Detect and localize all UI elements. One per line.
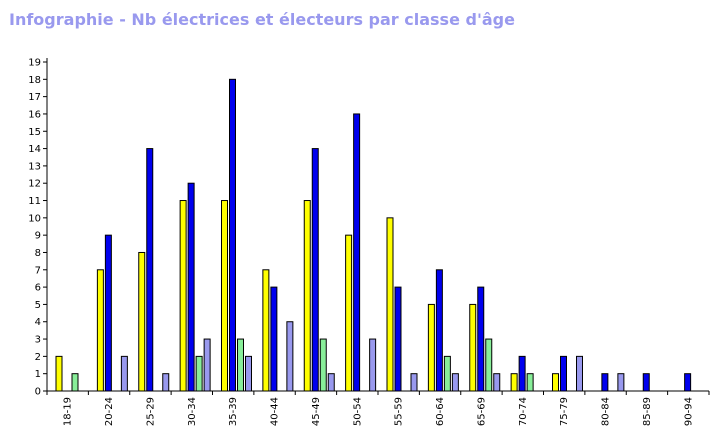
y-tick-label-5: 5 [35,300,41,311]
bar-85-89-s2 [642,373,650,392]
y-tick-label-8: 8 [35,248,41,259]
y-tick-label-1: 1 [35,369,41,380]
bars-layer [55,78,692,392]
bar-30-34-s4 [203,338,211,392]
x-tick-label-18-19: 18-19 [63,397,74,426]
bar-25-29-s2 [146,148,154,392]
x-tick-label-55-59: 55-59 [394,397,405,426]
y-tick-label-4: 4 [35,317,41,328]
bar-30-34-s2 [187,182,195,392]
bar-55-59-s2 [394,286,402,392]
bar-70-74-s3 [526,373,534,392]
bar-80-84-s4 [617,373,625,392]
bar-70-74-s2 [518,355,526,392]
y-tick-label-14: 14 [28,144,41,155]
x-tick-label-80-84: 80-84 [601,397,612,426]
bar-45-49-s3 [319,338,327,392]
bar-60-64-s3 [443,355,451,392]
y-tick-label-6: 6 [35,283,41,294]
x-tick-label-75-79: 75-79 [559,397,570,426]
x-tick-label-45-49: 45-49 [311,397,322,426]
bar-55-59-s4 [410,373,418,392]
bar-20-24-s1 [96,269,104,392]
bar-18-19-s1 [55,355,63,392]
bar-35-39-s2 [229,78,236,392]
y-tick-label-11: 11 [28,196,41,207]
bar-40-44-s2 [270,286,278,392]
bar-30-34-s3 [195,355,203,392]
y-tick-label-3: 3 [35,335,41,346]
bar-60-64-s4 [451,373,459,392]
x-tick-label-65-69: 65-69 [476,397,487,426]
bar-75-79-s4 [576,355,583,392]
y-tick-label-19: 19 [28,58,41,69]
bar-70-74-s1 [510,373,518,392]
bar-40-44-s1 [262,269,270,392]
y-tick-label-13: 13 [28,161,41,172]
y-tick-label-17: 17 [28,92,41,103]
x-tick-label-85-89: 85-89 [642,397,653,426]
bar-30-34-s1 [179,200,187,392]
bar-35-39-s4 [245,355,252,392]
y-tick-label-16: 16 [28,109,41,120]
bar-65-69-s1 [469,303,477,392]
x-tick-label-25-29: 25-29 [145,397,156,426]
bar-65-69-s3 [485,338,493,392]
bar-65-69-s2 [477,286,485,392]
bar-75-79-s1 [552,373,559,392]
bar-45-49-s4 [327,373,335,392]
y-tick-label-15: 15 [28,127,41,138]
y-tick-label-9: 9 [35,231,41,242]
x-tick-label-20-24: 20-24 [104,397,115,426]
x-tick-label-60-64: 60-64 [435,397,446,426]
bar-25-29-s1 [138,251,146,392]
bar-90-94-s2 [684,373,692,392]
bar-60-64-s2 [435,269,443,392]
x-tick-label-30-34: 30-34 [187,397,198,426]
bar-55-59-s1 [386,217,394,392]
bar-25-29-s4 [162,373,170,392]
bar-45-49-s2 [311,148,319,392]
y-tick-label-18: 18 [28,75,41,86]
bar-50-54-s1 [345,234,353,392]
y-tick-label-0: 0 [35,387,41,398]
bar-35-39-s3 [237,338,244,392]
bar-20-24-s4 [120,355,128,392]
x-tick-label-40-44: 40-44 [270,397,281,426]
bar-45-49-s1 [303,200,311,392]
bar-80-84-s2 [601,373,609,392]
bar-50-54-s2 [353,113,361,392]
bar-35-39-s1 [221,200,228,392]
bar-65-69-s4 [493,373,501,392]
bar-20-24-s2 [104,234,112,392]
y-tick-label-10: 10 [28,213,41,224]
y-tick-label-7: 7 [35,265,41,276]
y-tick-label-12: 12 [28,179,41,190]
x-tick-label-90-94: 90-94 [683,397,694,426]
bar-50-54-s4 [369,338,377,392]
x-tick-label-50-54: 50-54 [352,397,363,426]
bar-75-79-s2 [560,355,567,392]
x-tick-label-35-39: 35-39 [228,397,239,426]
y-tick-label-2: 2 [35,352,41,363]
chart-title: Infographie - Nb électrices et électeurs… [9,10,515,29]
bar-40-44-s4 [286,321,294,392]
bar-18-19-s3 [71,373,79,392]
x-tick-label-70-74: 70-74 [518,397,529,426]
bar-60-64-s1 [427,303,435,392]
